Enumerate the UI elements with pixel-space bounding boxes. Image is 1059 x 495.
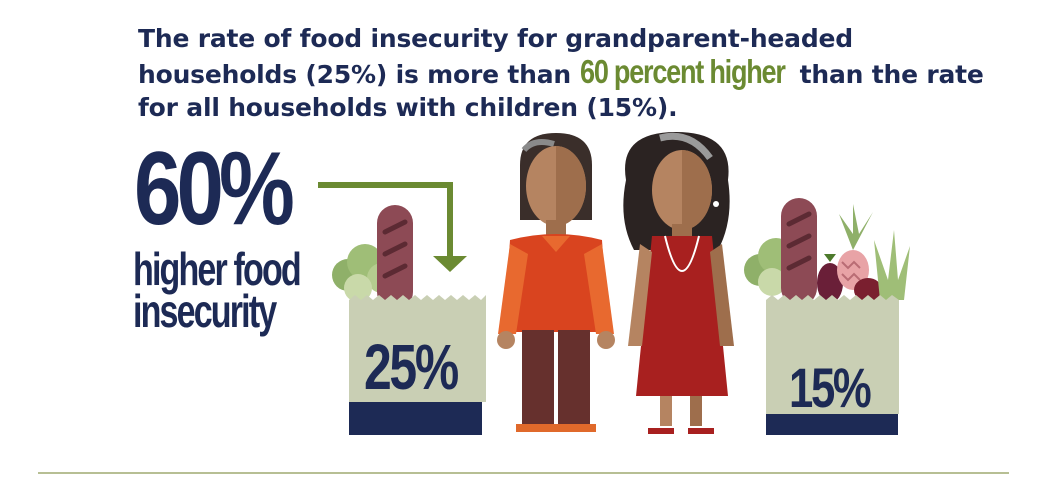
headline-part2: than the rate for all households with ch… xyxy=(138,60,984,122)
headline: The rate of food insecurity for grandpar… xyxy=(138,22,998,124)
stat-caption-line2: insecurity xyxy=(133,285,277,337)
stat-value: 60% xyxy=(134,131,295,247)
grandmother-figure xyxy=(623,132,734,434)
left-groceries-icon xyxy=(332,205,413,310)
left-bag-label: 25% xyxy=(364,331,459,403)
right-bag xyxy=(766,295,899,435)
arrow-icon xyxy=(318,182,467,272)
headline-part1: The rate of food insecurity for grandpar… xyxy=(138,24,853,89)
headline-accent: 60 percent higher xyxy=(579,53,786,90)
right-bag-label: 15% xyxy=(789,356,872,419)
left-bag xyxy=(349,295,486,435)
divider xyxy=(38,472,1009,474)
stat-caption-line1: higher food xyxy=(133,243,302,295)
stat-caption: higher food insecurity xyxy=(133,243,325,337)
right-groceries-icon xyxy=(744,198,910,306)
grandfather-figure xyxy=(497,133,615,432)
